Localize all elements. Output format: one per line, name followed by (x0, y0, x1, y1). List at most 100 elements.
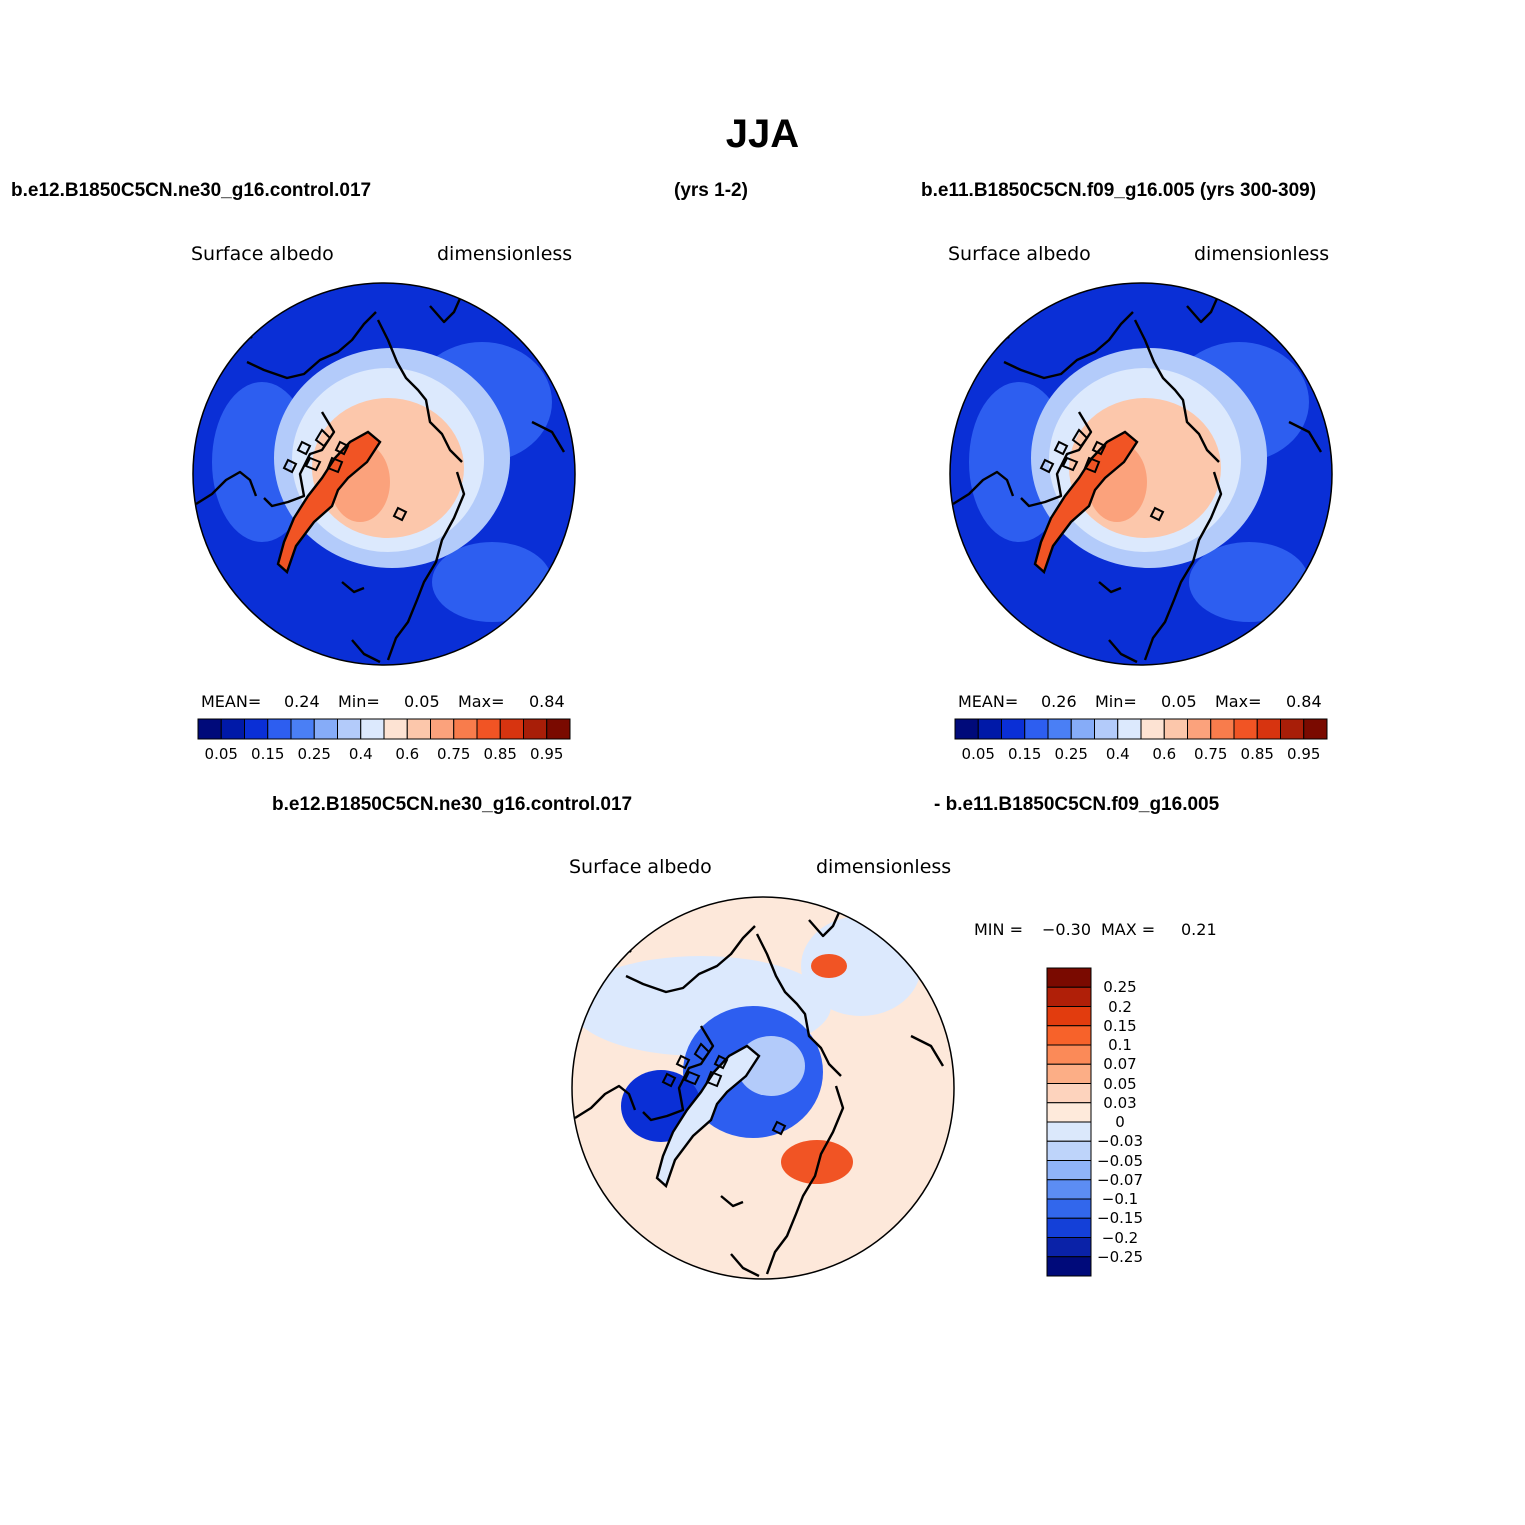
panel2-mean-label: MEAN= (958, 692, 1019, 711)
colorbar-box (1046, 1160, 1092, 1181)
diff-case-b-title: - b.e11.B1850C5CN.f09_g16.005 (934, 794, 1220, 815)
panel2-colorbar (954, 718, 1328, 740)
colorbar-box (267, 718, 292, 740)
colorbar-tick-label: 0.15 (1103, 1016, 1137, 1035)
colorbar-box (1046, 1063, 1092, 1084)
panel1-mean-label: MEAN= (201, 692, 262, 711)
colorbar-box (1046, 1121, 1092, 1142)
colorbar-tick-label: 0.03 (1103, 1093, 1137, 1112)
colorbar-box (337, 718, 362, 740)
right-case-title: b.e11.B1850C5CN.f09_g16.005 (yrs 300-309… (921, 180, 1317, 201)
colorbar-tick-label: 0.75 (437, 745, 471, 763)
colorbar-box (430, 718, 455, 740)
colorbar-tick-label: 0.4 (1105, 745, 1130, 763)
colorbar-tick-label: 0.07 (1103, 1055, 1137, 1074)
colorbar-tick-label: −0.2 (1101, 1228, 1139, 1247)
left-years-title: (yrs 1-2) (674, 180, 748, 201)
colorbar-box (1256, 718, 1281, 740)
diff-polar-map (571, 896, 955, 1280)
panel1-mean-value: 0.24 (284, 692, 320, 711)
colorbar-tick-label: −0.07 (1097, 1170, 1143, 1189)
colorbar-box (220, 718, 245, 740)
colorbar-box (1046, 1237, 1092, 1258)
panel2-units-label: dimensionless (1194, 243, 1330, 265)
panel1-units-label: dimensionless (437, 243, 573, 265)
colorbar-tick-label: 0.6 (1152, 745, 1177, 763)
colorbar-tick-label: 0.25 (297, 745, 331, 763)
colorbar-box (1046, 1025, 1092, 1046)
colorbar-tick-label: −0.15 (1097, 1209, 1143, 1228)
colorbar-box (360, 718, 385, 740)
colorbar-tick-label: −0.05 (1097, 1151, 1143, 1170)
colorbar-box (1046, 986, 1092, 1007)
colorbar-box (453, 718, 478, 740)
panel1-variable-label: Surface albedo (191, 243, 334, 265)
colorbar-box (1117, 718, 1142, 740)
colorbar-tick-label: 0.85 (483, 745, 517, 763)
panel1-max-label: Max= (458, 692, 505, 711)
diff-max-value: 0.21 (1181, 920, 1217, 939)
colorbar-box (1187, 718, 1212, 740)
colorbar-tick-label: −0.03 (1097, 1132, 1143, 1151)
colorbar-tick-label: 0.05 (1103, 1074, 1137, 1093)
panel2-min-value: 0.05 (1161, 692, 1197, 711)
colorbar-tick-label: 0.4 (348, 745, 373, 763)
colorbar-box (1001, 718, 1026, 740)
colorbar-tick-label: 0.95 (530, 745, 564, 763)
panel1-colorbar (197, 718, 571, 740)
diff-min-value: −0.30 (1042, 920, 1092, 939)
colorbar-box (406, 718, 431, 740)
colorbar-tick-label: 0 (1115, 1113, 1125, 1131)
colorbar-box (1046, 1179, 1092, 1200)
colorbar-box (499, 718, 524, 740)
colorbar-box (1046, 1140, 1092, 1161)
colorbar-box (197, 718, 222, 740)
colorbar-tick-label: 0.25 (1103, 978, 1137, 997)
colorbar-box (1280, 718, 1305, 740)
colorbar-box (1046, 1256, 1092, 1277)
colorbar-box (1024, 718, 1049, 740)
diff-colorbar (1046, 967, 1092, 1277)
colorbar-box (1046, 1083, 1092, 1104)
panel2-polar-map (949, 282, 1333, 666)
colorbar-box (1046, 1217, 1092, 1238)
diff-variable-label: Surface albedo (569, 856, 712, 878)
left-case-title: b.e12.B1850C5CN.ne30_g16.control.017 (11, 180, 372, 201)
colorbar-box (1046, 1102, 1092, 1123)
colorbar-box (1163, 718, 1188, 740)
colorbar-box (313, 718, 338, 740)
diff-units-label: dimensionless (816, 856, 952, 878)
colorbar-box (1094, 718, 1119, 740)
diff-max-label: MAX = (1101, 920, 1156, 939)
colorbar-box (977, 718, 1002, 740)
figure-title: JJA (725, 112, 800, 156)
colorbar-box (1046, 1006, 1092, 1027)
colorbar-box (1303, 718, 1328, 740)
colorbar-box (523, 718, 548, 740)
panel1-polar-map (192, 282, 576, 666)
panel2-min-label: Min= (1095, 692, 1137, 711)
panel1-min-label: Min= (338, 692, 380, 711)
colorbar-tick-label: 0.05 (204, 745, 238, 763)
colorbar-box (954, 718, 979, 740)
colorbar-box (1140, 718, 1165, 740)
colorbar-box (290, 718, 315, 740)
colorbar-box (1233, 718, 1258, 740)
colorbar-tick-label: 0.95 (1287, 745, 1321, 763)
colorbar-box (1046, 967, 1092, 988)
colorbar-tick-label: 0.6 (395, 745, 420, 763)
colorbar-box (476, 718, 501, 740)
colorbar-tick-label: 0.75 (1194, 745, 1228, 763)
panel2-max-label: Max= (1215, 692, 1262, 711)
colorbar-tick-label: 0.25 (1054, 745, 1088, 763)
colorbar-tick-label: 0.2 (1108, 997, 1132, 1016)
colorbar-box (244, 718, 269, 740)
diff-case-a-title: b.e12.B1850C5CN.ne30_g16.control.017 (272, 794, 633, 815)
colorbar-tick-label: 0.05 (961, 745, 995, 763)
colorbar-box (1070, 718, 1095, 740)
colorbar-box (383, 718, 408, 740)
colorbar-box (1047, 718, 1072, 740)
colorbar-box (1046, 1044, 1092, 1065)
panel2-variable-label: Surface albedo (948, 243, 1091, 265)
panel1-min-value: 0.05 (404, 692, 440, 711)
